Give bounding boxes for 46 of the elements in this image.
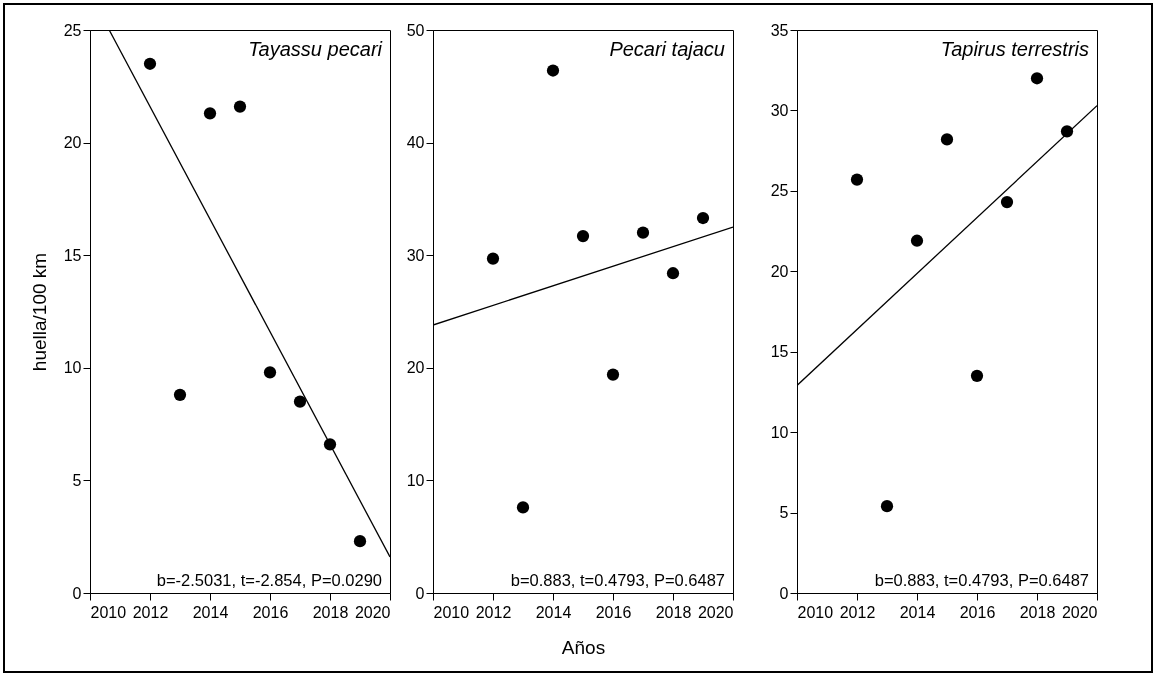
y-tick-label: 50	[406, 21, 425, 39]
x-tick-label: 2020	[354, 603, 391, 621]
x-tick-label: 2014	[899, 603, 936, 621]
x-axis-title: Años	[561, 636, 606, 658]
x-tick-label: 2014	[192, 603, 229, 621]
x-tick-label: 2010	[797, 603, 834, 621]
y-tick-label: 0	[415, 584, 425, 602]
x-tick-label: 2020	[1061, 603, 1098, 621]
y-tick-label: 20	[770, 262, 789, 280]
x-tick-label: 2018	[312, 603, 349, 621]
y-tick-label: 15	[63, 246, 82, 264]
annotation: b=0.883, t=0.4793, P=0.6487	[874, 571, 1089, 589]
annotation: b=-2.5031, t=-2.854, P=0.0290	[156, 571, 382, 589]
annotation: Tayassu pecari	[248, 38, 383, 60]
x-tick-label: 2010	[433, 603, 470, 621]
y-tick-label: 25	[770, 182, 789, 200]
y-tick-label: 25	[63, 21, 82, 39]
y-tick-label: 10	[406, 471, 425, 489]
y-tick-label: 30	[406, 246, 425, 264]
y-tick-label: 10	[63, 359, 82, 377]
x-tick-label: 2016	[959, 603, 996, 621]
y-tick-label: 30	[770, 101, 789, 119]
x-tick-label: 2018	[1019, 603, 1056, 621]
y-tick-label: 10	[770, 423, 789, 441]
y-tick-label: 20	[406, 359, 425, 377]
x-tick-label: 2010	[90, 603, 127, 621]
y-tick-label: 0	[779, 584, 789, 602]
x-tick-label: 2012	[475, 603, 512, 621]
x-tick-label: 2012	[132, 603, 169, 621]
y-axis-title: huella/100 km	[28, 252, 50, 372]
x-tick-label: 2014	[535, 603, 572, 621]
x-tick-label: 2016	[252, 603, 289, 621]
y-tick-label: 5	[72, 471, 82, 489]
y-tick-label: 0	[72, 584, 82, 602]
annotation: Tapirus terrestris	[940, 38, 1089, 60]
y-tick-label: 40	[406, 134, 425, 152]
annotation: Pecari tajacu	[609, 38, 725, 60]
annotation: b=0.883, t=0.4793, P=0.6487	[510, 571, 725, 589]
y-tick-label: 20	[63, 134, 82, 152]
y-tick-label: 5	[779, 504, 789, 522]
y-tick-label: 15	[770, 343, 789, 361]
x-tick-label: 2020	[697, 603, 734, 621]
x-tick-label: 2012	[839, 603, 876, 621]
x-tick-label: 2016	[595, 603, 632, 621]
x-tick-label: 2018	[655, 603, 692, 621]
y-tick-label: 35	[770, 21, 789, 39]
